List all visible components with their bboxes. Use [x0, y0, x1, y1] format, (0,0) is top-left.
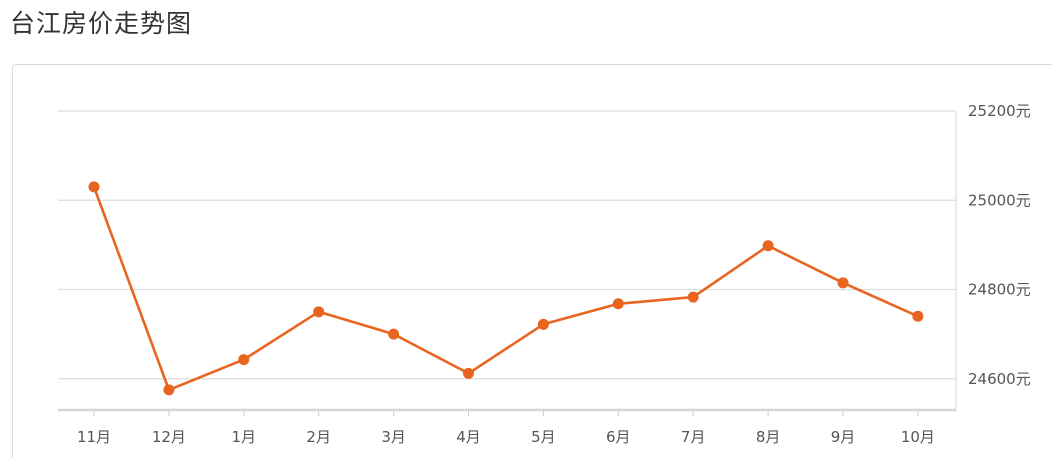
data-point: [463, 367, 474, 379]
x-tick-label: 5月: [531, 428, 556, 446]
y-tick-label: 25000元: [968, 191, 1031, 209]
data-point: [163, 384, 175, 396]
data-point: [88, 181, 100, 193]
x-tick-label: 6月: [606, 428, 631, 446]
y-tick-label: 25200元: [968, 102, 1031, 120]
data-point: [837, 277, 849, 289]
x-tick-label: 1月: [232, 428, 257, 446]
data-point: [388, 328, 400, 340]
x-tick-label: 7月: [681, 428, 706, 446]
x-tick-label: 12月: [152, 428, 186, 446]
data-point: [238, 354, 250, 366]
x-tick-label: 4月: [456, 428, 481, 446]
x-axis: [58, 111, 957, 416]
x-tick-label: 10月: [901, 428, 935, 446]
y-tick-label: 24800元: [968, 281, 1031, 299]
chart-card: [12, 64, 1052, 458]
data-point: [912, 310, 924, 322]
data-point: [687, 291, 699, 303]
series-line: [92, 186, 919, 392]
series-layer: [88, 181, 924, 396]
x-axis-labels: 11月 12月 1月 2月 3月 4月 5月 6月 7月 8月 9月 10月: [77, 428, 935, 446]
grid-lines: [58, 110, 956, 380]
data-point: [313, 306, 325, 318]
x-tick-label: 8月: [756, 428, 781, 446]
x-tick-label: 9月: [831, 428, 856, 446]
data-point: [612, 298, 624, 310]
x-tick-label: 2月: [306, 428, 331, 446]
x-tick-label: 11月: [77, 428, 111, 446]
y-tick-label: 24600元: [968, 370, 1031, 388]
y-axis-labels: 24600元 24800元 25000元 25200元: [968, 102, 1031, 388]
x-tick-label: 3月: [381, 428, 406, 446]
data-point: [537, 318, 549, 330]
data-point: [762, 240, 774, 252]
page-title: 台江房价走势图: [10, 9, 193, 38]
